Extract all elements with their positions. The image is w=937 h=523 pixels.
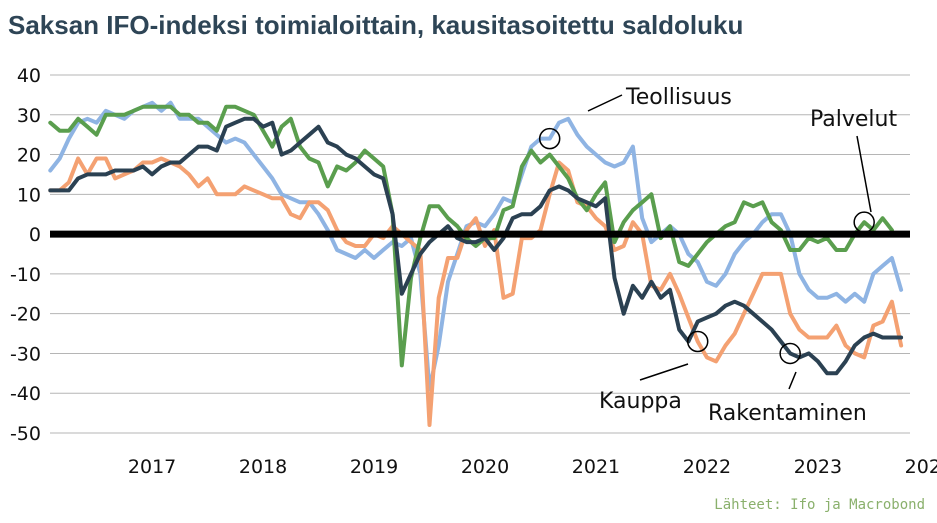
series-line-rakentaminen: [48, 116, 904, 376]
x-tick-label: 2023: [794, 456, 842, 478]
y-tick-label: 40: [17, 65, 41, 87]
callout-label: Kauppa: [599, 389, 682, 414]
y-tick-label: -10: [10, 264, 41, 286]
source-note: Lähteet: Ifo ja Macrobond: [714, 497, 925, 513]
callout-leader: [639, 363, 689, 381]
callout-label: Palvelut: [810, 107, 897, 132]
x-tick-label: 2019: [350, 456, 398, 478]
y-tick-label: 10: [17, 184, 41, 206]
callout-marker: [538, 127, 561, 150]
y-tick-label: -30: [10, 343, 41, 365]
x-tick-label: 2022: [683, 456, 731, 478]
y-tick-label: -40: [10, 383, 41, 405]
y-tick-label: -20: [10, 304, 41, 326]
y-tick-label: 0: [29, 224, 41, 246]
series-line-kauppa: [48, 156, 904, 427]
callout-marker: [853, 211, 875, 233]
callout-leader: [587, 94, 623, 112]
x-tick-label: 2018: [239, 456, 287, 478]
x-tick-label: 2020: [461, 456, 509, 478]
callout-marker: [686, 330, 709, 353]
x-tick-label: 2017: [128, 456, 176, 478]
x-tick-label: 2021: [572, 456, 620, 478]
x-tick-label: 2024: [905, 456, 937, 478]
callout-marker: [779, 342, 801, 365]
callout-label: Teollisuus: [625, 85, 732, 110]
chart-title: Saksan IFO-indeksi toimialoittain, kausi…: [8, 10, 744, 40]
y-tick-label: 20: [17, 145, 41, 167]
callout-leader: [856, 135, 872, 213]
callout-label: Rakentaminen: [708, 401, 867, 426]
callout-leader: [788, 371, 797, 390]
y-tick-label: 30: [17, 105, 41, 127]
y-tick-label: -50: [10, 423, 41, 445]
